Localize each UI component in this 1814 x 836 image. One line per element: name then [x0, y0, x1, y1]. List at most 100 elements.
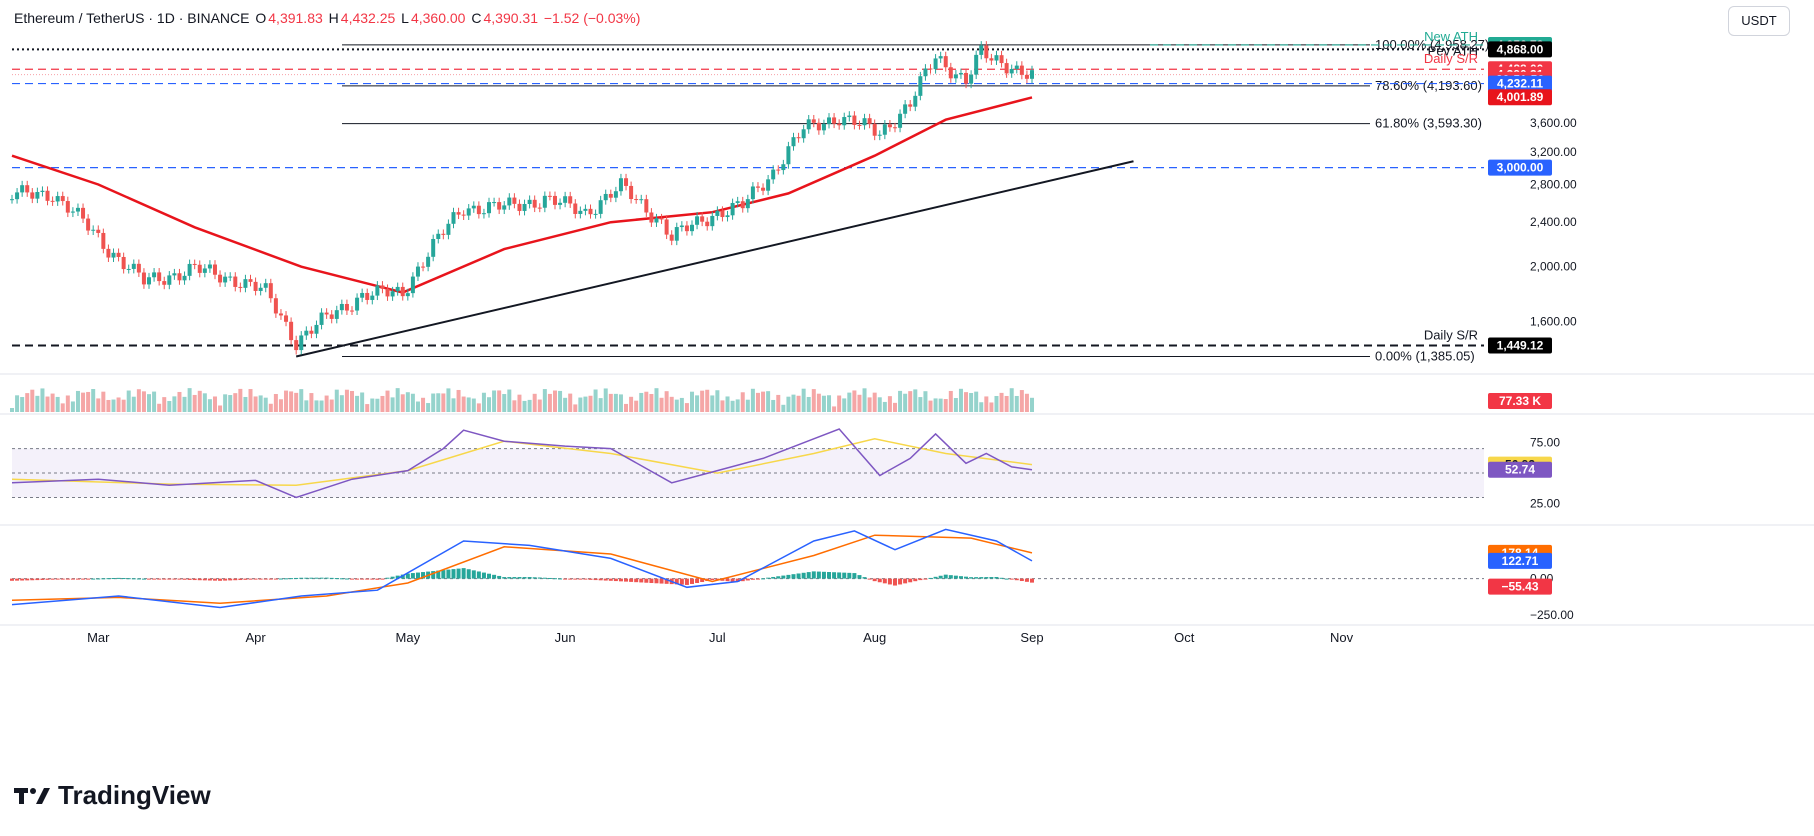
volume-bar	[928, 400, 933, 412]
candle-body	[253, 281, 258, 291]
candle-body	[1014, 65, 1019, 69]
candle-body	[55, 196, 60, 202]
volume-bar	[918, 397, 923, 412]
candle-body	[806, 119, 811, 130]
macd-histogram-bar	[284, 578, 289, 580]
macd-histogram-bar	[172, 578, 177, 580]
volume-bar	[212, 396, 217, 412]
candle-body	[603, 193, 608, 201]
candle-body	[720, 210, 725, 218]
volume-bar	[294, 392, 299, 412]
candle-body	[35, 192, 40, 199]
macd-histogram-bar	[268, 578, 273, 580]
volume-bar	[273, 394, 278, 412]
macd-histogram-bar	[497, 575, 502, 579]
macd-histogram-bar	[436, 570, 441, 579]
candle-body	[86, 218, 91, 231]
volume-bar	[207, 399, 212, 412]
candle-body	[608, 193, 613, 198]
candle-body	[974, 54, 979, 75]
volume-bar	[776, 394, 781, 412]
price-label-text: 4,232.11	[1497, 77, 1543, 91]
candle-body	[497, 202, 502, 210]
volume-bar	[471, 398, 476, 412]
volume-bar	[319, 400, 324, 412]
volume-bar	[324, 395, 329, 412]
volume-bar	[410, 393, 415, 412]
candle-body	[948, 67, 953, 79]
candle-body	[583, 208, 588, 211]
volume-bar	[974, 391, 979, 412]
macd-histogram-bar	[527, 577, 532, 579]
symbol-title[interactable]: Ethereum / TetherUS · 1D · BINANCE	[14, 10, 250, 26]
volume-bar	[147, 394, 152, 412]
macd-histogram-bar	[360, 578, 365, 580]
volume-bar	[690, 391, 694, 412]
candle-body	[684, 225, 689, 232]
candle-body	[908, 104, 913, 107]
macd-tick-label: −250.00	[1530, 608, 1574, 622]
macd-label-text: 122.71	[1502, 554, 1539, 568]
volume-bar	[842, 398, 847, 412]
candle-body	[639, 199, 644, 201]
volume-bar	[253, 396, 258, 412]
volume-bar	[624, 403, 629, 412]
macd-histogram-bar	[659, 578, 664, 584]
candle-body	[512, 197, 517, 204]
candle-body	[152, 272, 157, 278]
volume-bar	[512, 400, 517, 412]
x-tick-label: Mar	[87, 630, 110, 645]
candle-body	[964, 72, 969, 84]
volume-bar	[639, 392, 644, 412]
volume-bar	[70, 401, 75, 412]
tradingview-logo[interactable]: TradingView	[14, 780, 211, 811]
macd-histogram-bar	[324, 577, 329, 579]
macd-histogram-bar	[984, 577, 989, 579]
candle-body	[20, 185, 25, 193]
close-value: 4,390.31	[483, 10, 538, 26]
volume-bar	[664, 391, 669, 412]
macd-histogram-bar	[690, 578, 694, 584]
candle-body	[771, 169, 776, 180]
volume-bar	[527, 399, 532, 412]
volume-bar	[629, 396, 634, 412]
macd-histogram-bar	[634, 578, 639, 583]
volume-bar	[710, 395, 715, 412]
candle-body	[791, 137, 796, 147]
macd-histogram-bar	[258, 578, 263, 580]
candle-body	[994, 55, 999, 61]
volume-bar	[152, 391, 157, 412]
candle-body	[187, 263, 192, 276]
candle-body	[801, 129, 806, 139]
x-tick-label: Jul	[709, 630, 726, 645]
rsi-tick-label: 75.00	[1530, 435, 1560, 449]
low-value: 4,360.00	[410, 10, 466, 26]
candle-body	[360, 292, 365, 298]
candle-body	[451, 212, 456, 224]
x-tick-label: Apr	[245, 630, 266, 645]
macd-histogram-bar	[771, 576, 776, 579]
volume-bar	[492, 390, 497, 412]
volume-bar	[344, 389, 349, 412]
macd-histogram-bar	[710, 578, 715, 581]
candle-body	[141, 272, 146, 285]
candle-body	[989, 58, 994, 61]
candle-body	[243, 279, 248, 288]
macd-histogram-bar	[695, 578, 700, 583]
currency-button[interactable]: USDT	[1728, 6, 1790, 36]
annotation-label: Daily S/R	[1424, 327, 1478, 342]
macd-histogram-bar	[1019, 578, 1024, 582]
candle-body	[552, 195, 557, 205]
price-label-text: 4,001.89	[1497, 90, 1544, 104]
volume-bar	[771, 399, 776, 412]
volume-bar	[91, 389, 96, 412]
volume-bar	[608, 393, 613, 412]
volume-bar	[618, 394, 623, 412]
candle-body	[75, 207, 80, 212]
candle-body	[461, 214, 466, 216]
macd-histogram-bar	[740, 578, 745, 582]
x-tick-label: Jun	[555, 630, 576, 645]
macd-histogram-bar	[355, 578, 360, 580]
